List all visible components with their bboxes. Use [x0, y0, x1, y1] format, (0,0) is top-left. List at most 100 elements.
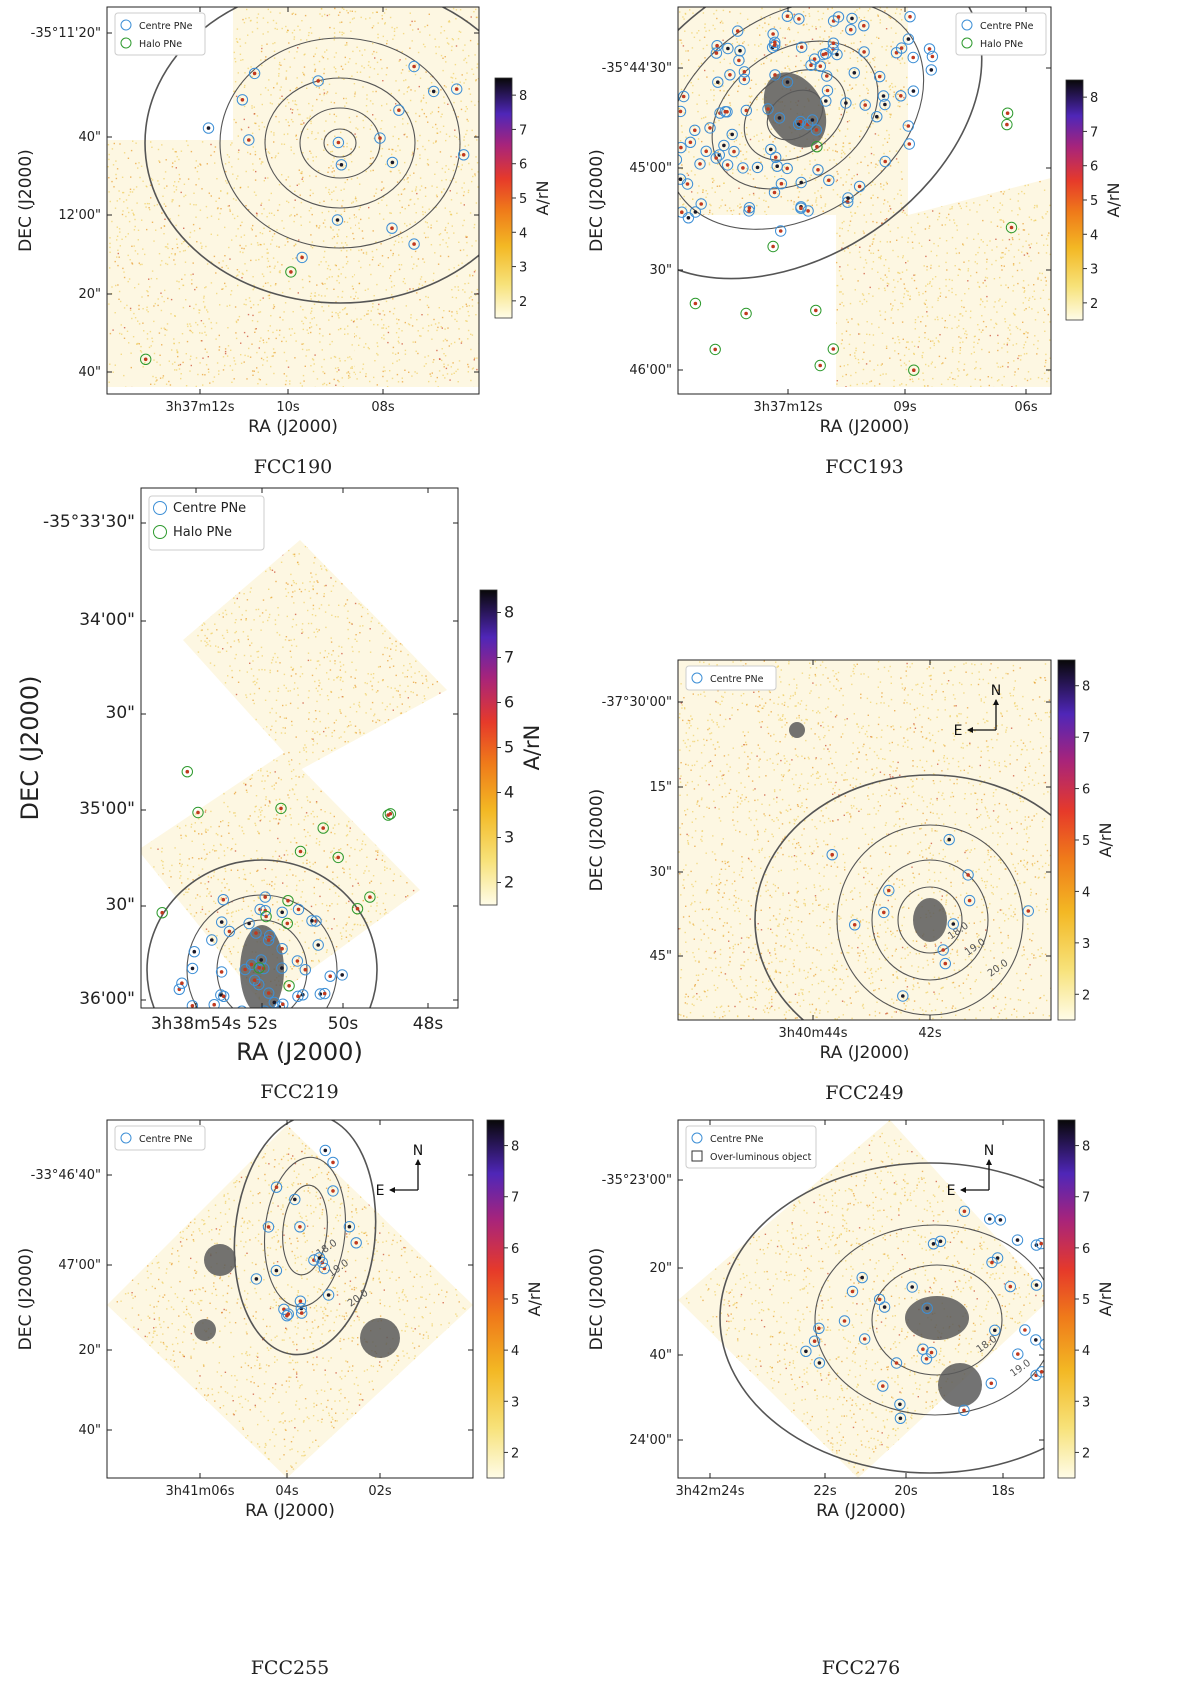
y-tick-label: 40"	[78, 365, 101, 380]
pn-source	[354, 1241, 358, 1245]
pn-source	[220, 920, 224, 924]
pn-source	[930, 68, 934, 72]
pn-source	[286, 899, 290, 903]
pn-source	[741, 166, 745, 170]
pn-source	[743, 70, 747, 74]
centre-pn-marker	[1047, 1311, 1057, 1321]
colorbar-tick-label: 3	[1090, 263, 1098, 278]
pn-source	[186, 770, 190, 774]
pn-source	[212, 1003, 216, 1007]
pn-source	[968, 899, 972, 903]
pn-source	[780, 182, 784, 186]
pn-source	[799, 206, 803, 210]
y-tick-label: -35°33'30"	[43, 512, 135, 532]
pn-source	[1009, 1285, 1013, 1289]
y-tick-label: -35°11'20"	[31, 26, 101, 41]
x-tick-label: 3h37m12s	[753, 400, 822, 415]
y-tick-label: 35'00"	[79, 799, 135, 819]
pn-source	[887, 889, 891, 893]
x-tick-label: 3h42m24s	[675, 1484, 744, 1499]
plot-area: 18.019.020.0	[678, 660, 1105, 1065]
pn-source	[835, 53, 839, 57]
colorbar-tick-label: 8	[1090, 91, 1098, 106]
pn-source	[455, 87, 459, 91]
plot-area	[107, 0, 535, 394]
pn-source	[693, 129, 697, 133]
pn-source	[279, 807, 283, 811]
pn-source	[1005, 123, 1009, 127]
pn-ring	[302, 1023, 312, 1033]
pn-source	[191, 1004, 195, 1008]
pn-source	[324, 1149, 328, 1153]
pn-source	[289, 270, 293, 274]
pn-source	[778, 116, 782, 120]
pn-source	[323, 992, 327, 996]
compass-north-label: N	[991, 683, 1001, 699]
pn-source	[846, 196, 850, 200]
pn-source	[698, 162, 702, 166]
pn-source	[743, 78, 747, 82]
colorbar-tick-label: 8	[511, 1140, 519, 1155]
legend: Centre PNe	[686, 666, 776, 690]
x-tick-label: 22s	[813, 1484, 837, 1499]
compass-north-label: N	[984, 1143, 994, 1159]
pn-source	[882, 94, 886, 98]
colorbar-tick-label: 7	[511, 1191, 519, 1206]
pn-source	[895, 1361, 899, 1365]
pn-source	[898, 1403, 902, 1407]
y-tick-label: 20"	[78, 1343, 101, 1358]
compass-east-label: E	[947, 1183, 956, 1199]
colorbar-label: A/rN	[525, 1282, 544, 1317]
pn-source	[771, 32, 775, 36]
pn-source	[716, 80, 720, 84]
pn-source	[736, 29, 740, 33]
y-tick-label: 40"	[78, 1423, 101, 1438]
pn-source	[883, 103, 887, 107]
colorbar-tick-label: 8	[1082, 1140, 1090, 1155]
panel-caption: FCC190	[143, 456, 443, 478]
pn-source	[728, 73, 732, 77]
pn-source	[779, 229, 783, 233]
pn-source	[769, 148, 773, 152]
colorbar-tick-label: 5	[1090, 194, 1098, 209]
masked-region	[938, 1363, 982, 1407]
colorbar-gradient	[1058, 660, 1075, 1020]
pn-source	[253, 72, 257, 76]
pn-source	[786, 14, 790, 18]
pn-source	[316, 79, 320, 83]
pn-source	[797, 17, 801, 21]
pn-source	[196, 811, 200, 815]
pn-source	[310, 919, 314, 923]
pn-source	[806, 209, 810, 213]
pn-source	[327, 1293, 331, 1297]
pn-source	[908, 15, 912, 19]
x-tick-label: 09s	[893, 400, 917, 415]
pn-source	[775, 164, 779, 168]
colorbar-tick-label: 6	[511, 1242, 519, 1257]
pn-source	[715, 44, 719, 48]
pn-source	[296, 995, 300, 999]
pn-source	[680, 210, 684, 214]
pn-source	[726, 163, 730, 167]
pn-source	[809, 63, 813, 67]
pn-source	[267, 991, 271, 995]
pn-source	[850, 17, 854, 21]
colorbar-tick-label: 6	[1090, 160, 1098, 175]
pn-source	[390, 226, 394, 230]
pn-source	[222, 898, 226, 902]
pn-source	[860, 1276, 864, 1280]
x-axis-label: RA (J2000)	[248, 417, 338, 437]
x-tick-label: 18s	[991, 1484, 1015, 1499]
pn-source	[708, 126, 712, 130]
pn-source	[939, 1240, 943, 1244]
colorbar-tick-label: 2	[519, 295, 527, 310]
pn-ring	[1047, 1311, 1057, 1321]
panel-fcc276: 18.019.020.0-35°23'00"20"40"24'00"3h42m2…	[587, 1120, 1140, 1521]
pn-source	[298, 1225, 302, 1229]
pn-source	[883, 160, 887, 164]
pn-source	[832, 347, 836, 351]
